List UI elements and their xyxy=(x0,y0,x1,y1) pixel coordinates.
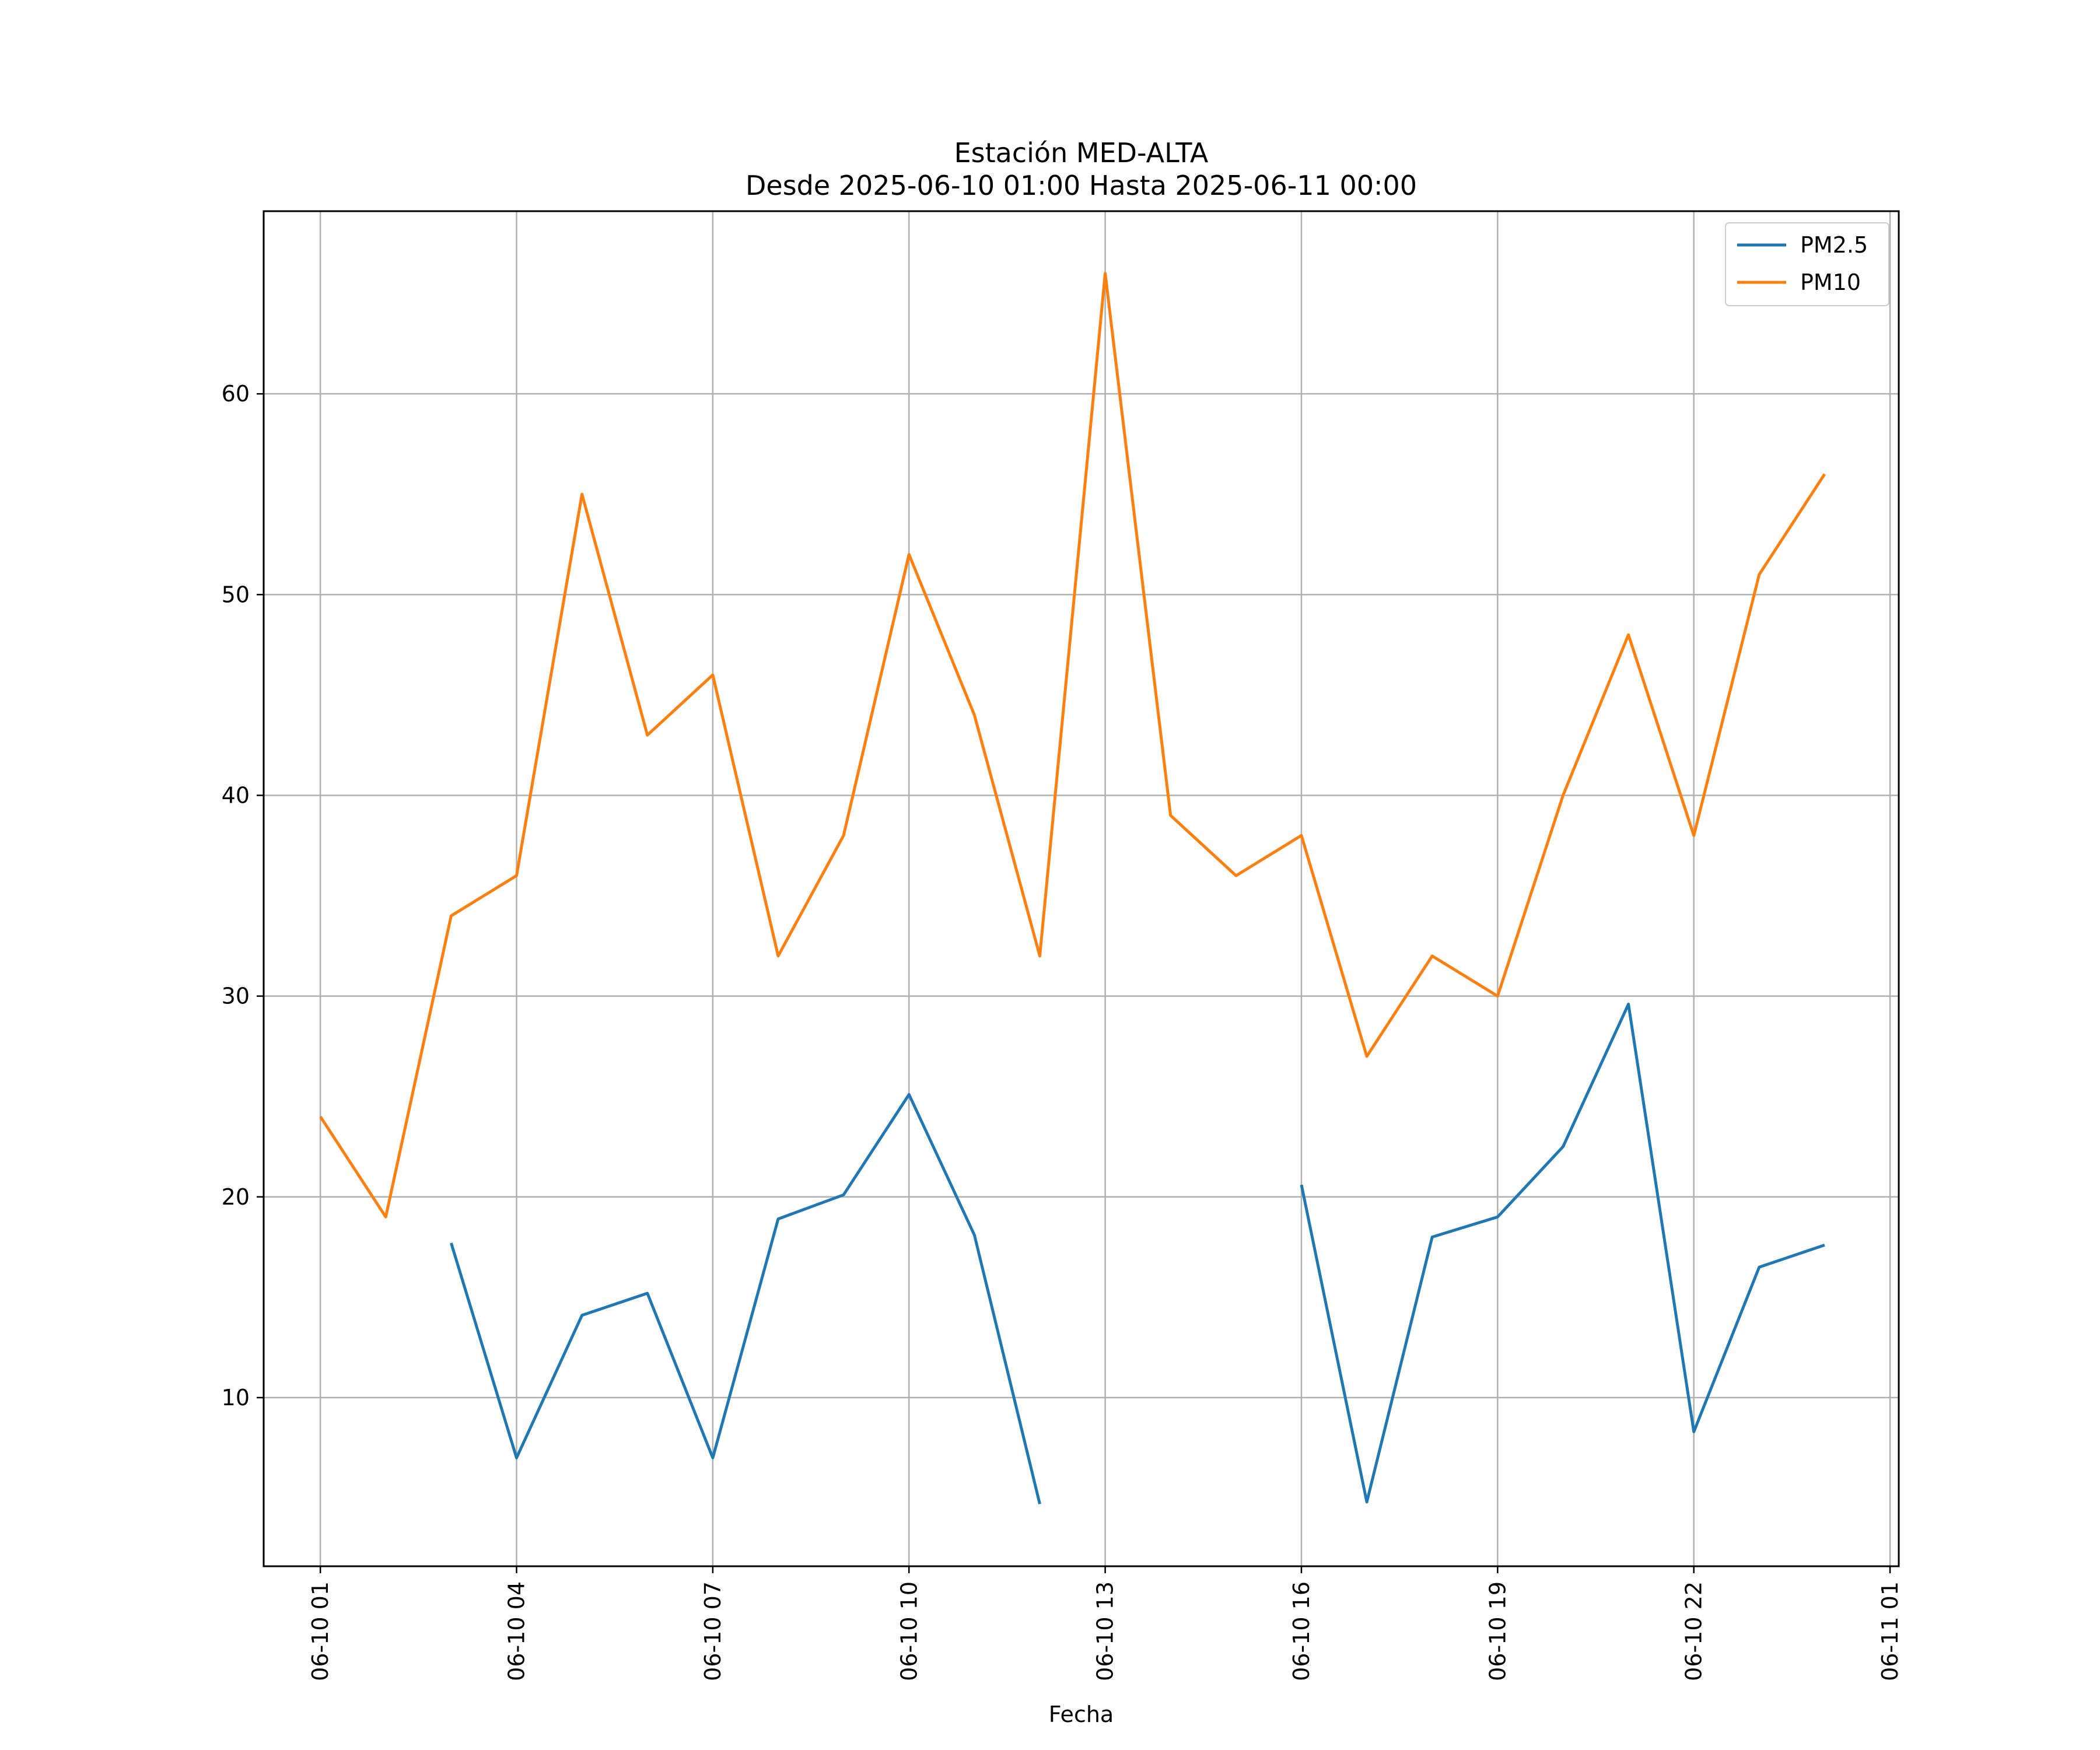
series-lines xyxy=(319,272,1826,1504)
chart-subtitle: Desde 2025-06-10 01:00 Hasta 2025-06-11 … xyxy=(746,170,1417,201)
x-tick-label: 06-10 19 xyxy=(1485,1581,1510,1681)
y-tick-label: 10 xyxy=(222,1385,250,1410)
y-tick-label: 60 xyxy=(222,381,250,407)
legend-label-pm10: PM10 xyxy=(1800,270,1861,295)
x-tick-label: 06-10 07 xyxy=(700,1581,726,1681)
x-tick-label: 06-10 04 xyxy=(504,1581,530,1681)
legend: PM2.5 PM10 xyxy=(1725,222,1889,306)
legend-label-pm25: PM2.5 xyxy=(1800,232,1868,258)
axis-ticks: 10 20 30 40 50 60 06-10 01 06-10 04 06-10 07 06-1… xyxy=(222,381,1903,1681)
y-tick-label: 20 xyxy=(222,1184,250,1210)
x-tick-label: 06-11 01 xyxy=(1877,1581,1903,1681)
grid xyxy=(264,211,1899,1566)
y-tick-label: 50 xyxy=(222,582,250,607)
x-axis-label: Fecha xyxy=(1049,1702,1114,1727)
x-tick-label: 06-10 16 xyxy=(1289,1581,1314,1681)
series-line-pm10 xyxy=(319,272,1826,1219)
series-line-pm25 xyxy=(450,1002,1825,1504)
y-tick-label: 30 xyxy=(222,984,250,1009)
x-tick-label: 06-10 13 xyxy=(1093,1581,1118,1681)
x-tick-label: 06-10 01 xyxy=(307,1581,333,1681)
y-tick-label: 40 xyxy=(222,782,250,808)
x-tick-label: 06-10 10 xyxy=(896,1581,922,1681)
plot-frame xyxy=(262,210,1900,1567)
x-tick-label: 06-10 22 xyxy=(1681,1581,1707,1681)
chart-title: Estación MED-ALTA xyxy=(954,137,1209,169)
